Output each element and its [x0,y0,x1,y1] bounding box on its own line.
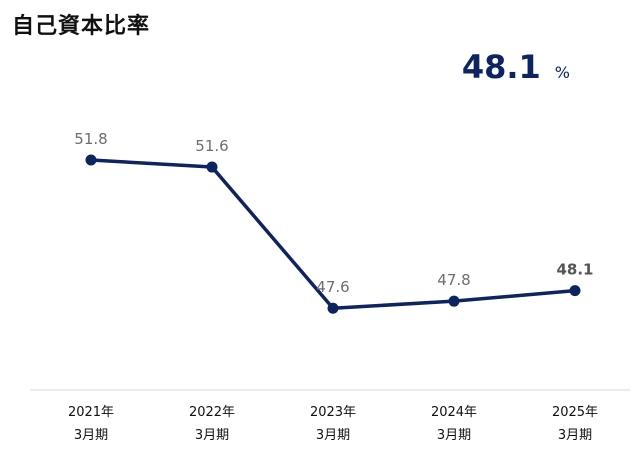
data-point [327,302,339,314]
data-label: 47.6 [316,278,349,296]
data-label: 47.8 [437,271,470,289]
x-tick-label-period: 3月期 [316,428,350,443]
data-label: 51.6 [195,137,228,155]
x-tick-label-year: 2023年 [310,405,356,420]
x-tick-label-year: 2024年 [431,405,477,420]
x-tick-label-year: 2025年 [552,405,598,420]
data-point [448,295,460,307]
data-point [85,154,97,166]
data-point [569,285,581,297]
data-point [206,161,218,173]
x-tick-label-period: 3月期 [195,428,229,443]
headline-number: 48.1 [461,48,541,86]
headline-value: 48.1% [462,48,570,86]
headline-unit: % [554,63,570,82]
data-label: 48.1 [556,261,593,279]
data-label: 51.8 [74,130,107,148]
x-tick-label-year: 2022年 [189,405,235,420]
x-tick-label-period: 3月期 [558,428,592,443]
x-tick-label-period: 3月期 [74,428,108,443]
x-tick-label-period: 3月期 [437,428,471,443]
x-tick-label-year: 2021年 [68,405,114,420]
chart-title: 自己資本比率 [12,14,151,39]
